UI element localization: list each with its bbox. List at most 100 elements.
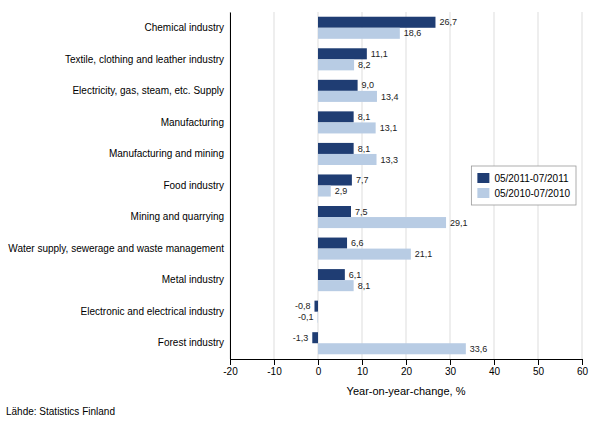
legend: 05/2011-07/2011 05/2010-07/2010 — [471, 166, 576, 205]
legend-label: 05/2011-07/2011 — [494, 173, 569, 184]
x-tick-mark — [494, 359, 495, 365]
data-label: 9,0 — [362, 80, 375, 90]
x-tick: 10 — [357, 359, 369, 377]
data-label: 13,4 — [381, 92, 399, 102]
y-tick: Manufacturing and mining — [109, 148, 224, 159]
bar — [314, 301, 318, 312]
data-label: 11,1 — [371, 49, 388, 59]
x-axis-title: Year-on-year-change, % — [347, 385, 466, 397]
grid-line — [450, 12, 451, 359]
x-tick-mark — [538, 359, 539, 365]
x-tick: -10 — [267, 359, 282, 377]
data-label: 26,7 — [439, 17, 457, 27]
bars — [312, 17, 466, 355]
y-tick: Chemical industry — [145, 22, 224, 33]
legend-swatch — [477, 173, 489, 183]
y-tick-label: Metal industry — [162, 274, 224, 285]
x-tick-mark — [406, 359, 407, 365]
data-labels: -1,3-0,86,16,67,57,78,18,19,011,126,733,… — [293, 17, 488, 353]
legend-swatch — [477, 188, 489, 198]
y-tick-label: Mining and quarrying — [131, 211, 224, 222]
grid-line — [230, 12, 231, 359]
y-tick-label: Food industry — [163, 180, 224, 191]
data-label: -0,8 — [295, 301, 311, 311]
x-axis: -20-100102030405060 — [223, 359, 588, 377]
y-tick: Metal industry — [162, 274, 224, 285]
x-tick: 60 — [577, 359, 589, 377]
plot: -1,3-0,86,16,67,57,78,18,19,011,126,733,… — [8, 12, 588, 397]
x-tick: 20 — [401, 359, 413, 377]
y-axis: Forest industry Electronic and electrical… — [8, 13, 230, 360]
y-tick: Textile, clothing and leather industry — [65, 54, 224, 65]
x-tick: 0 — [316, 359, 322, 377]
y-tick-label: Electricity, gas, steam, etc. Supply — [72, 85, 224, 96]
bar — [318, 122, 376, 133]
y-tick-label: Manufacturing — [161, 117, 224, 128]
data-label: 13,3 — [381, 155, 399, 165]
x-tick: 40 — [489, 359, 501, 377]
bar — [318, 280, 354, 291]
bar — [318, 249, 411, 260]
bar — [318, 343, 466, 354]
data-label: 6,1 — [349, 270, 362, 280]
data-label: 2,9 — [335, 186, 348, 196]
data-label: 6,6 — [351, 238, 364, 248]
data-label: -0,1 — [298, 312, 314, 322]
data-label: 33,6 — [470, 344, 488, 354]
bar — [318, 17, 435, 28]
x-tick-label: 50 — [533, 366, 545, 377]
x-tick-mark — [274, 359, 275, 365]
bar — [317, 312, 318, 323]
grid-line — [406, 12, 407, 359]
data-label: 8,1 — [358, 144, 371, 154]
bar — [318, 269, 345, 280]
data-label: 7,5 — [355, 207, 368, 217]
bar — [318, 217, 446, 228]
x-tick: 50 — [533, 359, 545, 377]
bar — [318, 111, 354, 122]
bar — [318, 48, 367, 59]
x-tick-mark — [230, 359, 231, 365]
x-tick-label: 10 — [357, 366, 369, 377]
bar — [318, 59, 354, 70]
data-label: 18,6 — [404, 28, 422, 38]
x-tick-mark — [582, 359, 583, 365]
y-tick-label: Electronic and electrical industry — [81, 306, 224, 317]
x-tick-label: 20 — [401, 366, 413, 377]
bar — [318, 186, 331, 197]
x-axis-line — [231, 360, 583, 366]
x-tick-mark — [450, 359, 451, 365]
bar — [318, 174, 352, 185]
data-label: 8,1 — [358, 112, 371, 122]
y-tick: Food industry — [163, 180, 224, 191]
data-label: 13,1 — [380, 123, 398, 133]
y-tick: Forest industry — [158, 337, 224, 348]
chart: -1,3-0,86,16,67,57,78,18,19,011,126,733,… — [0, 0, 598, 421]
x-tick-label: 0 — [316, 366, 322, 377]
y-tick: Electricity, gas, steam, etc. Supply — [72, 85, 224, 96]
data-label: 8,2 — [358, 60, 371, 70]
y-tick-label: Chemical industry — [145, 22, 224, 33]
bar — [318, 238, 347, 249]
series — [318, 28, 466, 354]
y-axis-line — [230, 13, 231, 360]
x-tick-label: 40 — [489, 366, 501, 377]
legend-frame — [471, 166, 576, 205]
bar — [318, 143, 354, 154]
grid-line — [582, 12, 583, 359]
bar — [312, 332, 318, 343]
x-tick-mark — [362, 359, 363, 365]
y-tick: Mining and quarrying — [131, 211, 224, 222]
y-tick-label: Manufacturing and mining — [109, 148, 224, 159]
data-label: -1,3 — [293, 333, 309, 343]
bar — [318, 91, 377, 102]
y-tick-label: Forest industry — [158, 337, 224, 348]
bar — [318, 80, 358, 91]
bar — [318, 206, 351, 217]
legend-label: 05/2010-07/2010 — [494, 188, 570, 199]
bar — [318, 28, 400, 39]
grid — [230, 12, 582, 359]
y-tick: Electronic and electrical industry — [81, 306, 224, 317]
bar — [318, 154, 377, 165]
grid-line — [274, 12, 275, 359]
